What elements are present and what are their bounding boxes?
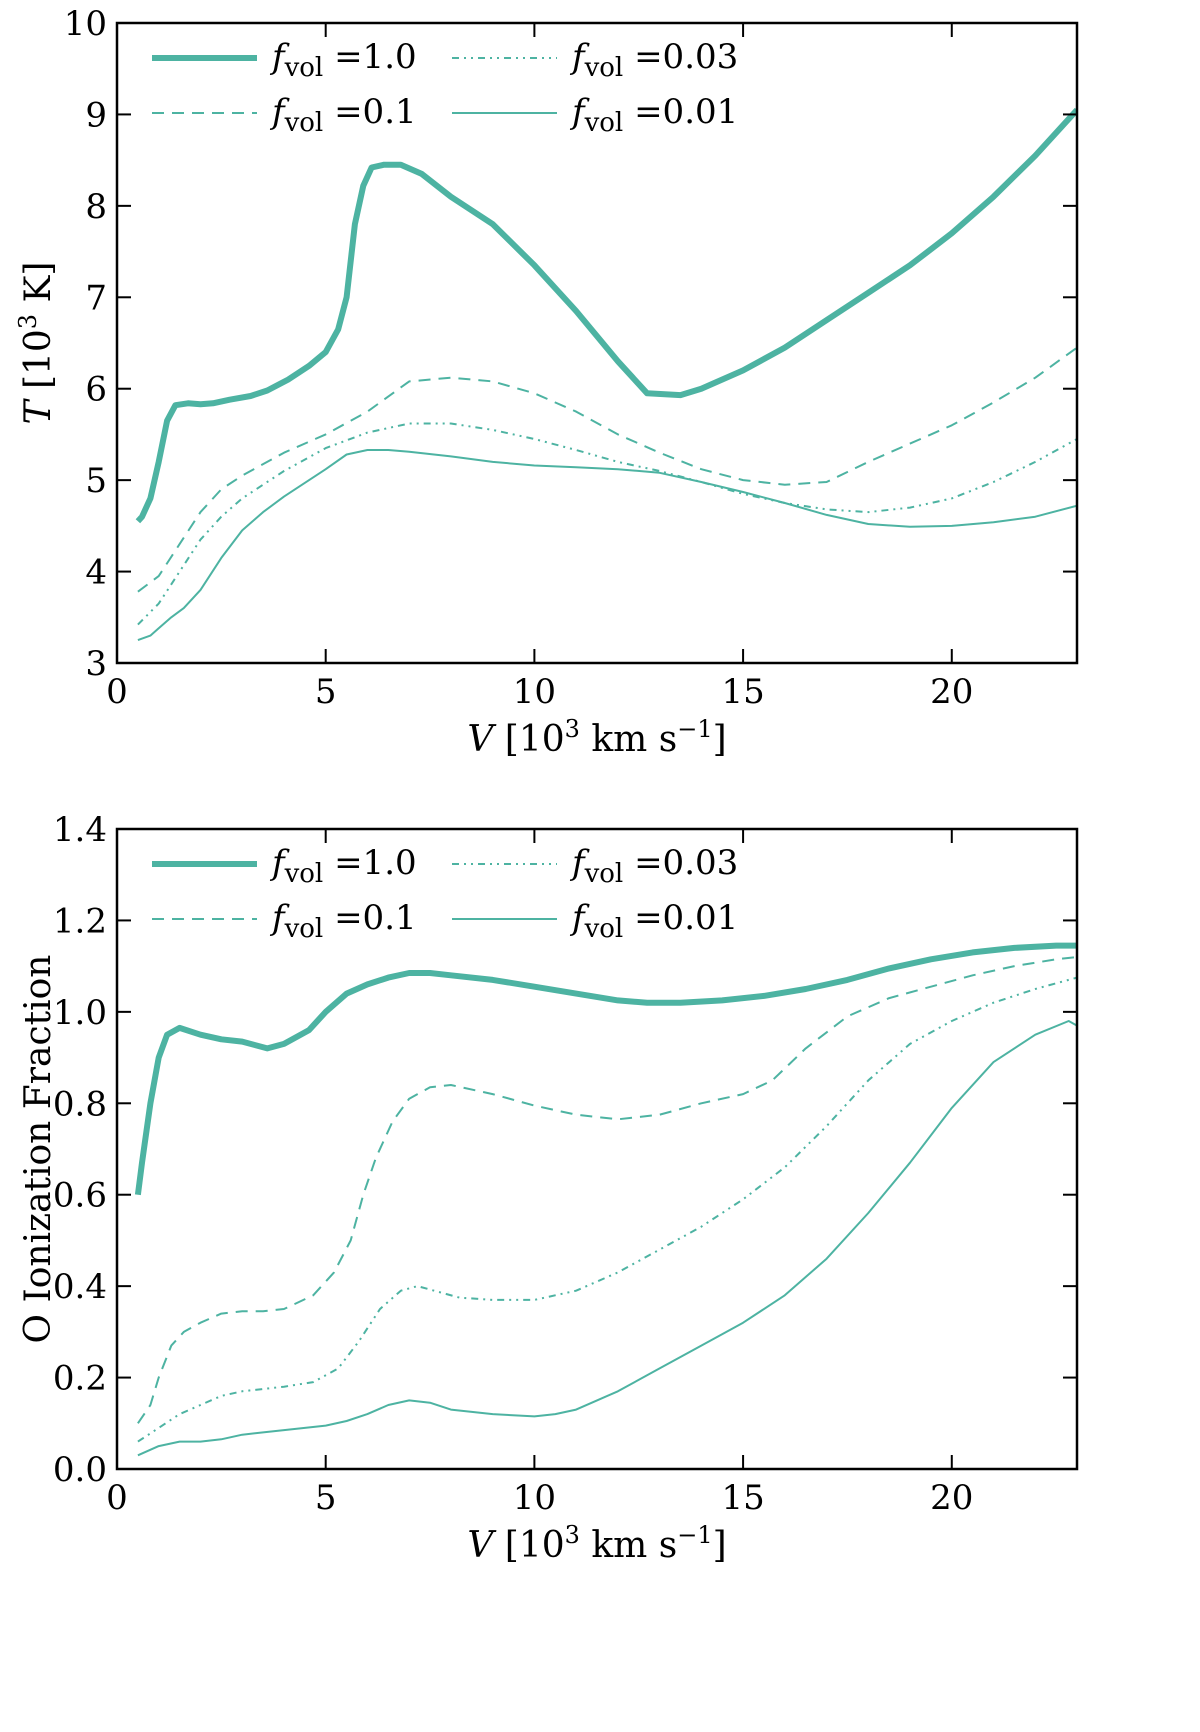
x-tick-label: 10 — [513, 1478, 556, 1518]
legend-item: fvol =0.03 — [452, 37, 738, 83]
y-tick-label: 0.6 — [53, 1176, 107, 1216]
series-line-dashed — [137, 346, 1077, 593]
x-tick-label: 15 — [721, 1478, 764, 1518]
y-tick-label: 3 — [85, 644, 107, 684]
y-tick-label: 1.4 — [53, 810, 107, 850]
legend-item: fvol =0.1 — [152, 898, 417, 944]
y-tick-label: 9 — [85, 95, 107, 135]
series-line-thick — [135, 107, 1077, 524]
legend: fvol =1.0 fvol =0.03 fvol =0.1 fvol =0.01 — [152, 843, 738, 944]
x-tick-label: 20 — [930, 1478, 973, 1518]
series-line-dashdot — [137, 976, 1077, 1443]
legend-item: fvol =0.01 — [452, 898, 738, 944]
x-tick-label: 5 — [315, 1478, 337, 1518]
series-line-thin — [137, 449, 1077, 642]
y-tick-label: 0.0 — [53, 1450, 107, 1490]
x-tick-label: 5 — [315, 672, 337, 712]
legend-label: fvol =0.01 — [569, 92, 738, 138]
legend-label: fvol =0.03 — [569, 843, 738, 889]
x-axis-label: V [103 km s−1] — [467, 1521, 726, 1566]
legend-label: fvol =1.0 — [269, 843, 417, 889]
x-tick-label: 15 — [721, 672, 764, 712]
legend-label: fvol =0.03 — [569, 37, 738, 83]
x-tick-label: 10 — [513, 672, 556, 712]
y-tick-label: 8 — [85, 187, 107, 227]
y-tick-label: 6 — [85, 370, 107, 410]
plot-frame — [115, 827, 1079, 1471]
y-tick-label: 1.2 — [53, 901, 107, 941]
series-group — [134, 942, 1077, 1457]
series-group — [135, 107, 1077, 642]
y-tick-label: 7 — [85, 278, 107, 318]
y-axis-label: T [103 K] — [14, 262, 59, 425]
x-tick-label: 0 — [106, 1478, 128, 1518]
series-line-thick — [134, 942, 1077, 1196]
legend-label: fvol =0.01 — [569, 898, 738, 944]
x-tick-label: 0 — [106, 672, 128, 712]
legend-item: fvol =0.1 — [152, 92, 417, 138]
legend-item: fvol =1.0 — [152, 37, 417, 83]
y-tick-label: 0.4 — [53, 1267, 107, 1307]
series-line-dashdot — [137, 422, 1077, 626]
legend-label: fvol =1.0 — [269, 37, 417, 83]
legend-item: fvol =0.03 — [452, 843, 738, 889]
plot-frame — [115, 21, 1079, 665]
y-tick-label: 0.8 — [53, 1084, 107, 1124]
y-tick-label: 0.2 — [53, 1359, 107, 1399]
y-tick-label: 1.0 — [53, 993, 107, 1033]
x-axis-label: V [103 km s−1] — [467, 715, 726, 760]
legend-label: fvol =0.1 — [269, 898, 417, 944]
x-tick-label: 20 — [930, 672, 973, 712]
y-axis-label: O Ionization Fraction — [18, 955, 59, 1344]
chart-panel-2: 0 5 10 15 20 0.0 0.2 0.4 0.6 0.8 1.0 1.2 1.4 V [103 k… — [18, 810, 1079, 1566]
y-tick-label: 5 — [85, 461, 107, 501]
legend-item: fvol =1.0 — [152, 843, 417, 889]
y-tick-label: 10 — [64, 4, 107, 44]
series-line-thin — [137, 1020, 1077, 1457]
legend: fvol =1.0 fvol =0.03 fvol =0.1 fvol =0.01 — [152, 37, 738, 138]
y-tick-label: 4 — [85, 553, 107, 593]
legend-item: fvol =0.01 — [452, 92, 738, 138]
series-line-dashed — [137, 956, 1077, 1424]
legend-label: fvol =0.1 — [269, 92, 417, 138]
